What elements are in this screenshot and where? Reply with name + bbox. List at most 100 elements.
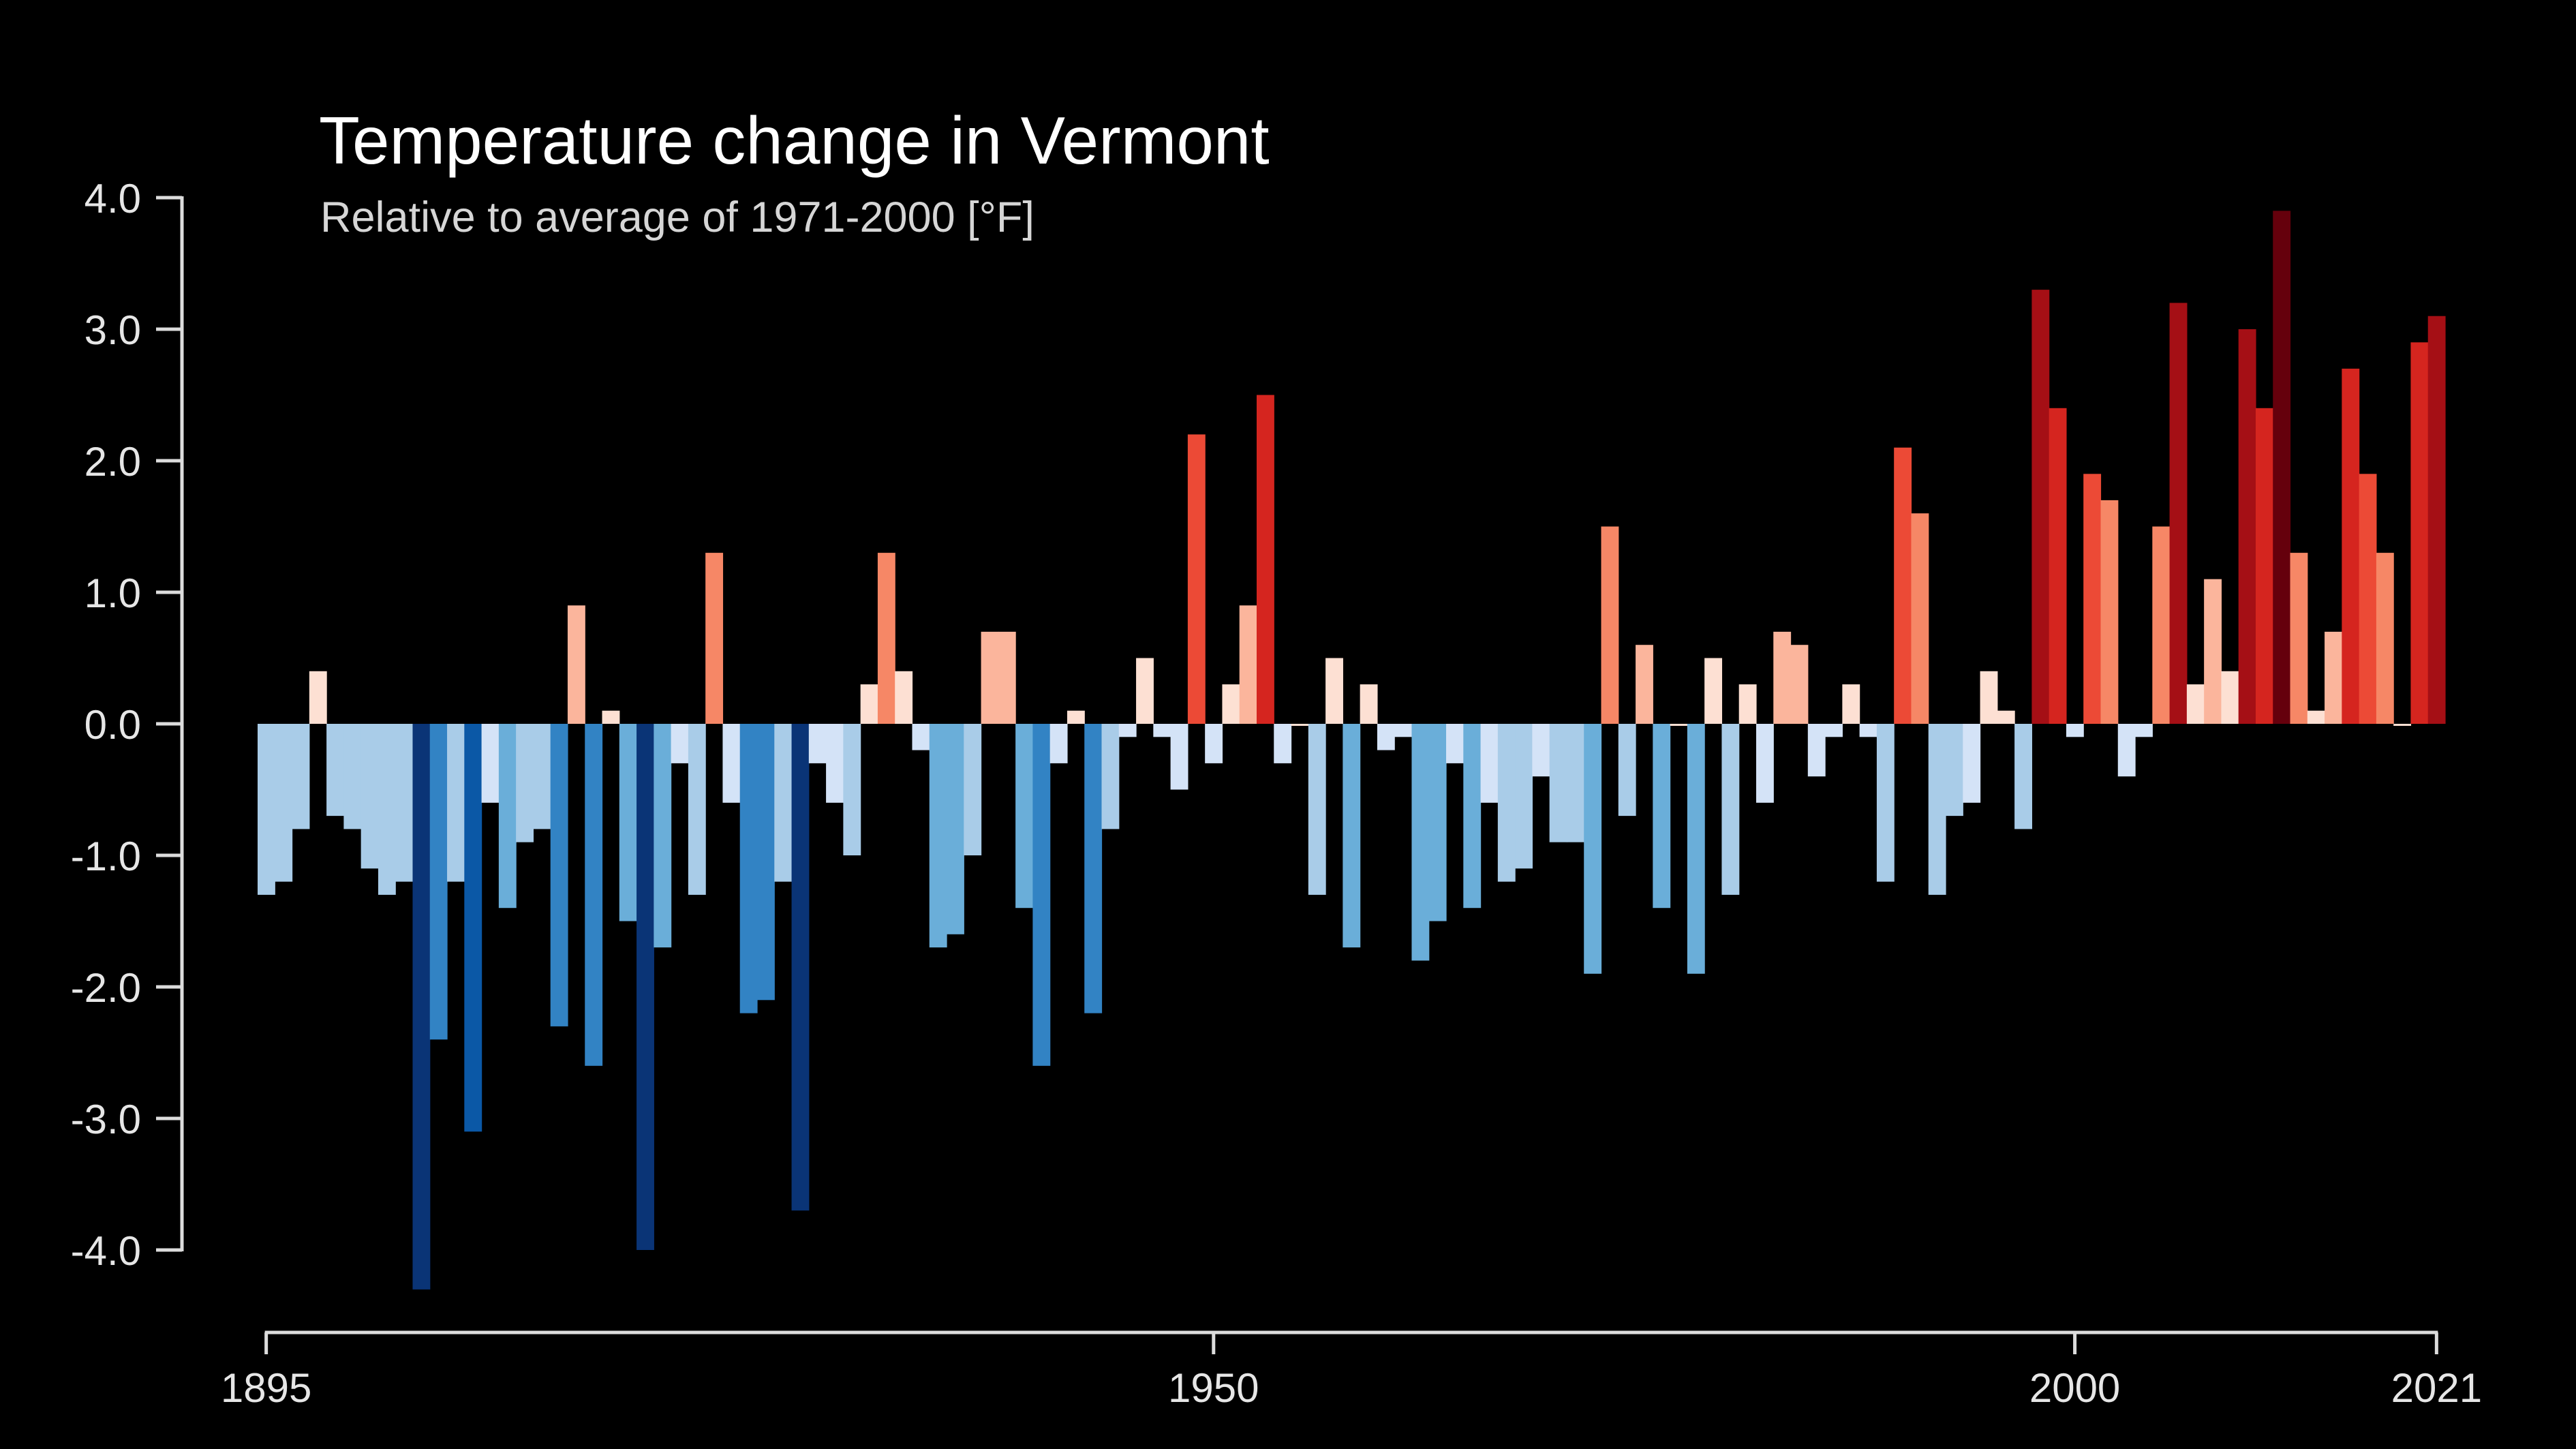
- chart-title: Temperature change in Vermont: [319, 103, 1270, 178]
- bar-1970: [1549, 724, 1567, 842]
- bar-1902: [378, 724, 396, 895]
- bar-1946: [1136, 658, 1154, 724]
- y-axis: 4.0 3.0 2.0 1.0 0.0 -1.0 -2.0 -3.0 -4.0: [71, 176, 184, 1274]
- bar-1899: [326, 724, 344, 817]
- bar-1954: [1274, 724, 1292, 763]
- bar-1922: [722, 724, 741, 803]
- bar-1972: [1584, 724, 1602, 974]
- bar-1908: [481, 724, 500, 803]
- bar-1987: [1842, 684, 1860, 724]
- bar-1955: [1291, 724, 1309, 726]
- bar-1907: [464, 724, 482, 1132]
- bar-1989: [1876, 724, 1895, 882]
- bar-1925: [774, 724, 793, 882]
- bar-2017: [2359, 474, 2377, 724]
- bar-1928: [826, 724, 844, 803]
- bar-1979: [1704, 658, 1723, 724]
- bar-1959: [1360, 684, 1378, 724]
- bar-1983: [1773, 631, 1792, 724]
- y-tick-label: 4.0: [85, 176, 141, 222]
- bar-2020: [2410, 342, 2429, 724]
- bar-1915: [602, 710, 620, 724]
- bar-2014: [2307, 710, 2325, 724]
- bar-2012: [2273, 211, 2291, 724]
- bar-1930: [860, 684, 878, 724]
- x-tick-label: 2021: [2391, 1365, 2482, 1411]
- bar-1949: [1187, 434, 1206, 724]
- bar-1906: [447, 724, 465, 882]
- bar-1945: [1118, 724, 1137, 737]
- bar-1896: [275, 724, 293, 882]
- bar-1980: [1721, 724, 1740, 895]
- bar-1969: [1532, 724, 1550, 777]
- bar-1936: [964, 724, 982, 855]
- bar-1962: [1411, 724, 1430, 961]
- bar-1996: [1997, 710, 2015, 724]
- bar-1977: [1670, 724, 1688, 726]
- bar-1967: [1497, 724, 1516, 882]
- bar-1943: [1084, 724, 1103, 1013]
- bar-1974: [1618, 724, 1636, 817]
- bar-2011: [2255, 408, 2273, 724]
- bar-2005: [2152, 526, 2171, 724]
- bar-1919: [671, 724, 689, 763]
- y-tick-label: -2.0: [71, 965, 141, 1011]
- bar-1913: [567, 605, 585, 724]
- bar-1917: [637, 724, 654, 1250]
- bar-1935: [947, 724, 964, 934]
- bar-1926: [791, 724, 810, 1211]
- bar-1937: [981, 631, 999, 724]
- bar-1973: [1601, 526, 1619, 724]
- bar-1961: [1394, 724, 1413, 737]
- bar-1990: [1894, 447, 1912, 724]
- bar-1991: [1911, 513, 1929, 724]
- bar-1940: [1032, 724, 1051, 1066]
- bar-1916: [619, 724, 637, 921]
- bar-1924: [756, 724, 775, 1001]
- bar-1933: [912, 724, 930, 750]
- y-tick-label: 0.0: [85, 702, 141, 748]
- bar-1976: [1653, 724, 1671, 909]
- bar-2000: [2066, 724, 2084, 737]
- y-tick-label: 1.0: [85, 570, 141, 616]
- bar-1971: [1566, 724, 1584, 842]
- bar-1965: [1463, 724, 1482, 909]
- bar-1958: [1343, 724, 1361, 948]
- y-tick-label: -1.0: [71, 834, 141, 879]
- bar-1910: [516, 724, 534, 842]
- bar-1903: [395, 724, 414, 882]
- bar-1931: [877, 553, 895, 724]
- bar-1939: [1015, 724, 1034, 909]
- bar-1932: [895, 671, 913, 724]
- bar-1941: [1049, 724, 1068, 763]
- bar-2006: [2169, 303, 2188, 724]
- bar-1986: [1825, 724, 1843, 737]
- bar-2010: [2238, 329, 2256, 724]
- bar-1947: [1153, 724, 1171, 737]
- bar-1944: [1101, 724, 1120, 829]
- bar-1901: [361, 724, 379, 869]
- bar-1956: [1308, 724, 1326, 895]
- bar-2019: [2393, 724, 2412, 726]
- y-tick-label: 3.0: [85, 307, 141, 353]
- bar-1951: [1222, 684, 1240, 724]
- bar-1968: [1515, 724, 1533, 869]
- bar-1995: [1980, 671, 1998, 724]
- bar-1911: [533, 724, 551, 829]
- bar-1929: [843, 724, 861, 855]
- y-tick-label: -4.0: [71, 1228, 141, 1274]
- bar-2004: [2135, 724, 2153, 737]
- bar-1912: [550, 724, 568, 1026]
- bar-1904: [412, 724, 431, 1290]
- bar-1918: [654, 724, 672, 948]
- bar-2002: [2100, 500, 2119, 724]
- chart-subtitle: Relative to average of 1971-2000 [°F]: [320, 194, 1034, 241]
- bar-2018: [2376, 553, 2394, 724]
- bar-1897: [292, 724, 310, 829]
- bar-1992: [1928, 724, 1946, 895]
- bar-1975: [1636, 645, 1653, 724]
- bar-2013: [2290, 553, 2308, 724]
- bar-1942: [1067, 710, 1085, 724]
- bar-2009: [2221, 671, 2239, 724]
